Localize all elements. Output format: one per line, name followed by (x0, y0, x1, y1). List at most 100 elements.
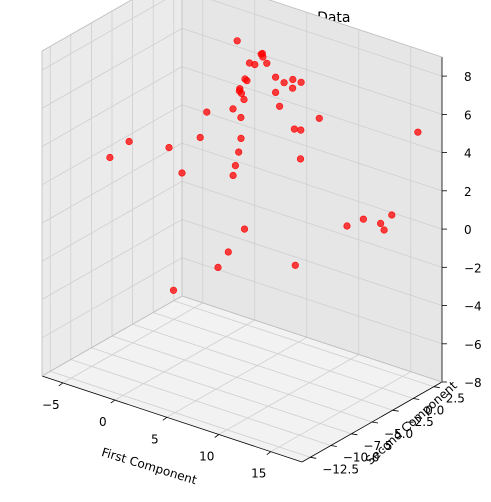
data-point (388, 211, 396, 219)
data-point (276, 102, 284, 110)
y-tick-label: 0.0 (425, 404, 444, 418)
z-gridline (181, 28, 443, 115)
z-gridline (181, 180, 443, 268)
y-tick-mark (371, 421, 379, 424)
data-point (106, 153, 114, 162)
x-tick-mark (266, 451, 272, 456)
z-gridline (181, 104, 443, 192)
x-tick-mark (214, 434, 220, 438)
data-point (231, 162, 239, 170)
z-tick-label: 6 (464, 108, 472, 122)
grid-lines (41, 0, 443, 458)
z-gridline (41, 0, 166, 71)
data-point (272, 73, 280, 81)
data-point (237, 134, 245, 142)
data-point (196, 133, 204, 142)
data-point (229, 171, 237, 180)
data-point (229, 105, 237, 113)
y-tick-label: −10.0 (343, 451, 380, 465)
x-tick-mark (162, 416, 168, 421)
y-tick-label: −12.5 (322, 462, 359, 476)
data-point (178, 169, 186, 177)
data-point (377, 219, 385, 227)
data-point (243, 77, 251, 85)
tick-labels: −5 0 5 10 15 −12.5−10.0−7.5−5.0−2.50.02.5 −8 −6… (42, 70, 482, 481)
y-tick-label: −2.5 (405, 415, 434, 429)
data-points (106, 37, 422, 294)
x-tick-label: 15 (251, 467, 266, 481)
x-axis-line (41, 375, 303, 463)
x-axis-label: First Component (100, 445, 199, 487)
x-tick-mark (110, 399, 116, 404)
data-point (237, 113, 245, 122)
x-tick-label: −5 (42, 398, 60, 412)
y-tick-label: −5.0 (384, 427, 413, 441)
data-point (214, 263, 222, 272)
data-point (251, 60, 259, 69)
y-gridline (70, 359, 331, 446)
y-tick-label: −7.5 (363, 439, 392, 453)
x-tick-label: 10 (199, 450, 214, 464)
data-point (237, 89, 246, 97)
y-tick-mark (392, 409, 399, 412)
data-point (289, 84, 297, 92)
data-point (272, 88, 280, 96)
y-gridline (50, 370, 311, 458)
z-gridline (210, 0, 443, 77)
pane-edge (41, 295, 183, 377)
z-tick-label: −8 (464, 376, 482, 390)
y-gridline (153, 312, 414, 399)
back-pane (182, 0, 442, 382)
y-tick-mark (330, 445, 337, 447)
y-gridline (111, 335, 373, 423)
y-gridline (132, 323, 393, 411)
data-point (235, 148, 243, 156)
z-gridline (181, 66, 443, 153)
data-point (280, 79, 288, 87)
data-point (240, 225, 249, 233)
data-point (343, 222, 351, 230)
pane-edge (268, 0, 443, 58)
z-tick-label: 8 (464, 70, 472, 84)
data-point (359, 215, 368, 223)
z-tick-label: 4 (464, 147, 472, 161)
pane-edge (181, 295, 443, 383)
z-tick-label: −4 (464, 300, 482, 314)
data-point (289, 75, 297, 84)
data-point (290, 125, 299, 133)
x-tick-mark (58, 382, 64, 387)
data-point (240, 95, 248, 104)
z-gridline (181, 257, 443, 345)
z-gridline (41, 66, 183, 147)
data-point (263, 59, 271, 67)
y-tick-mark (310, 456, 317, 459)
data-point (233, 37, 241, 45)
z-gridline (41, 142, 183, 224)
data-point (315, 114, 323, 122)
z-gridline (41, 104, 183, 186)
data-point (380, 226, 388, 234)
pane-edge (41, 0, 133, 52)
y-tick-mark (413, 398, 420, 400)
z-gridline (41, 257, 183, 339)
y-gridline (91, 347, 352, 435)
data-point (203, 108, 211, 116)
data-point (297, 126, 305, 134)
data-point (297, 78, 305, 86)
y-tick-mark (433, 386, 440, 389)
z-gridline (41, 219, 183, 300)
z-tick-label: 2 (464, 185, 472, 199)
x-tick-label: 5 (151, 432, 159, 446)
data-point (296, 155, 305, 163)
data-point (259, 53, 267, 61)
y-gridline (173, 300, 434, 388)
data-point (414, 128, 422, 136)
y-tick-label: 2.5 (446, 392, 465, 406)
z-gridline (181, 142, 443, 230)
data-point (125, 137, 133, 146)
z-tick-label: −2 (464, 261, 482, 275)
data-point (291, 261, 299, 269)
z-tick-label: 0 (464, 223, 472, 237)
